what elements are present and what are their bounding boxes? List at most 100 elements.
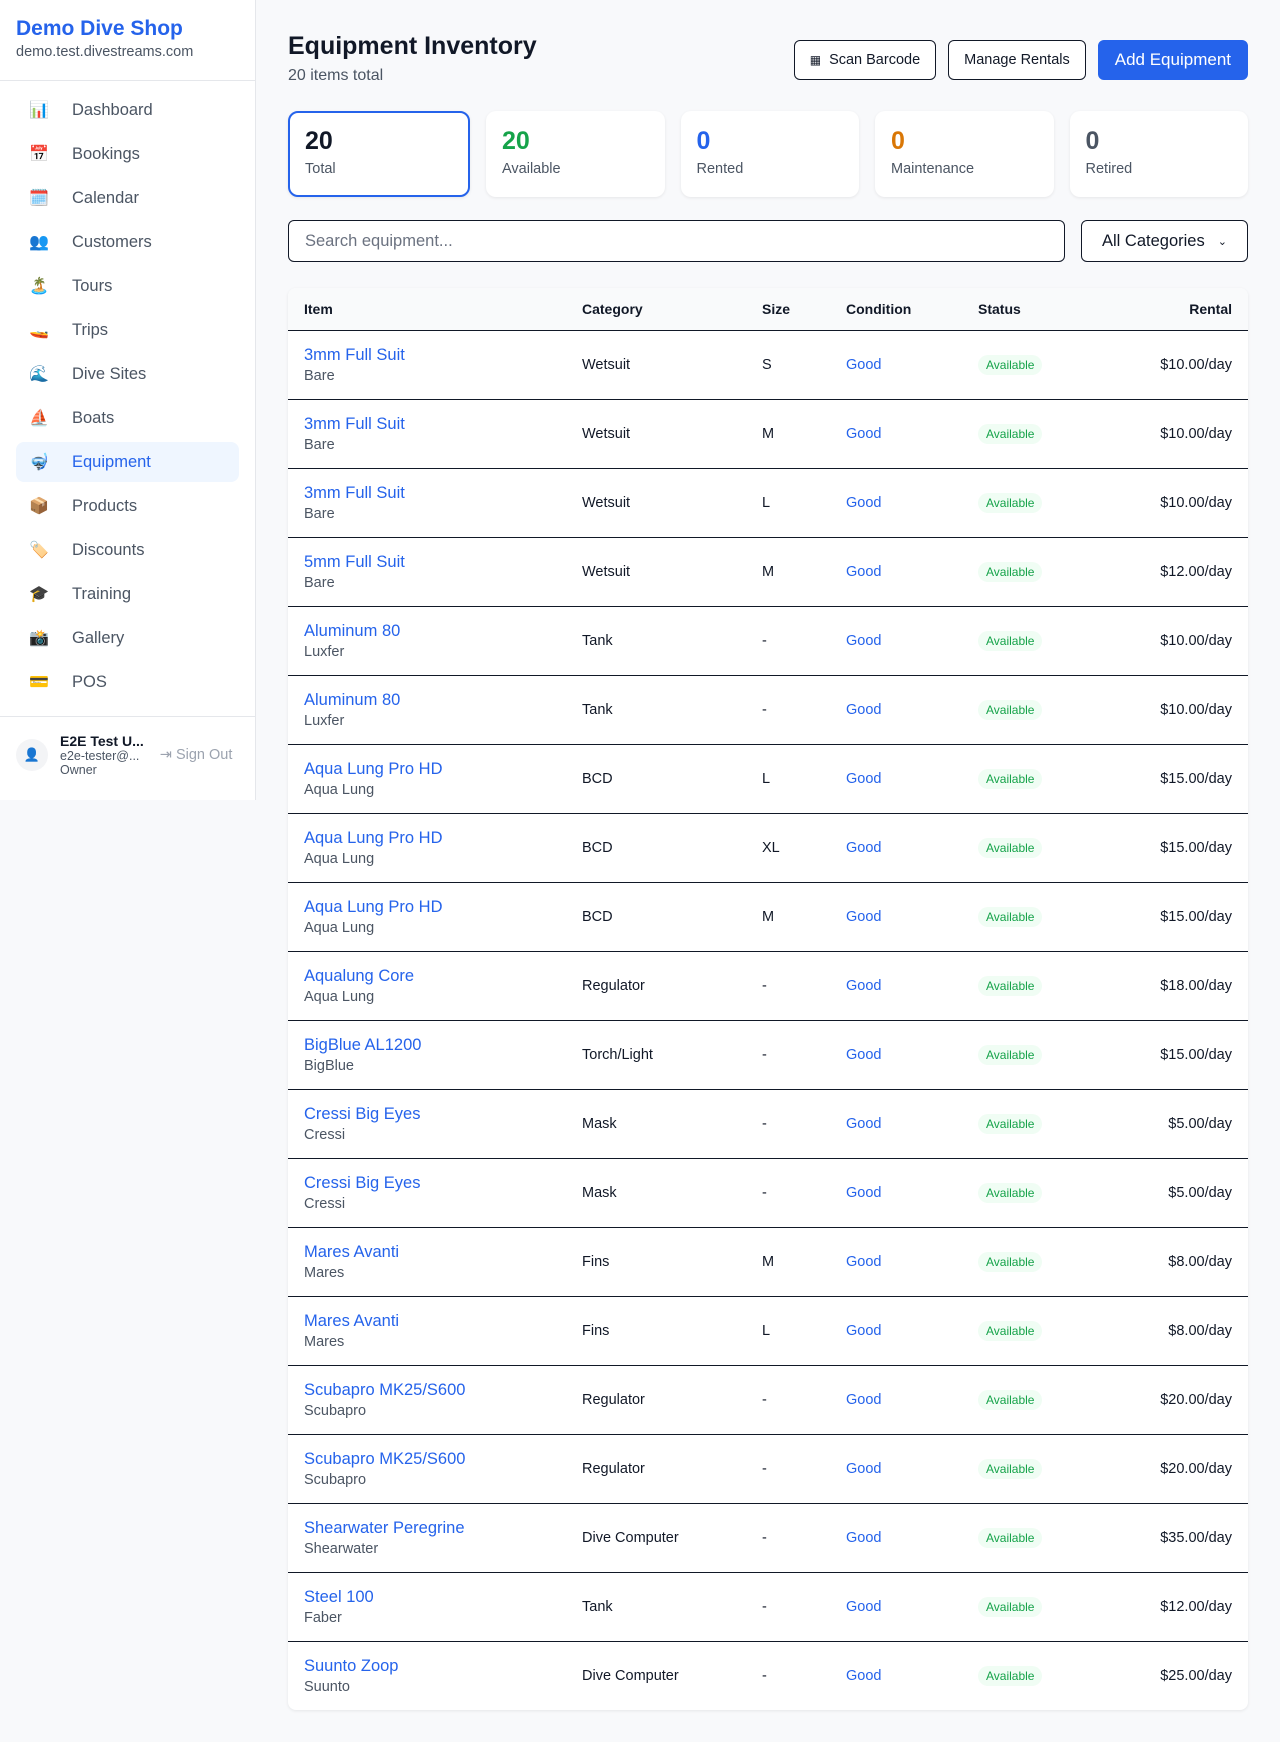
item-brand: Mares <box>304 1334 345 1350</box>
sidebar-item-boats[interactable]: ⛵ Boats <box>16 398 239 438</box>
status-badge: Available <box>978 1114 1043 1134</box>
item-condition: Good <box>846 495 882 511</box>
item-name-link[interactable]: Mares Avanti <box>304 1243 400 1261</box>
stat-label: Retired <box>1085 161 1133 177</box>
sidebar-item-tours[interactable]: 🏝️ Tours <box>16 266 239 306</box>
sidebar-item-label: Training <box>72 584 131 603</box>
stat-card-available[interactable]: 20 Available <box>486 111 665 197</box>
sidebar-item-pos[interactable]: 💳 POS <box>16 662 239 702</box>
stat-card-total[interactable]: 20 Total <box>288 111 470 197</box>
item-condition: Good <box>846 840 882 856</box>
sidebar-item-customers[interactable]: 👥 Customers <box>16 222 239 262</box>
table-row: Aluminum 80 Luxfer Tank - Good Available … <box>288 606 1248 675</box>
status-badge: Available <box>978 1528 1043 1548</box>
item-condition: Good <box>846 978 882 994</box>
item-category: Fins <box>582 1254 610 1270</box>
sidebar-item-label: Equipment <box>72 452 151 471</box>
item-name-link[interactable]: 3mm Full Suit <box>304 415 405 433</box>
status-badge: Available <box>978 838 1043 858</box>
item-name-link[interactable]: Mares Avanti <box>304 1312 400 1330</box>
item-size: L <box>762 495 771 511</box>
item-size: M <box>762 426 775 442</box>
item-category: Tank <box>582 1599 613 1615</box>
category-value: All Categories <box>1102 231 1205 250</box>
item-condition: Good <box>846 357 882 373</box>
item-condition: Good <box>846 771 882 787</box>
item-size: - <box>762 1185 767 1201</box>
shop-name[interactable]: Demo Dive Shop <box>16 17 183 40</box>
sidebar-item-discounts[interactable]: 🏷️ Discounts <box>16 530 239 570</box>
user-role: Owner <box>60 763 97 777</box>
item-name-link[interactable]: Aluminum 80 <box>304 622 401 640</box>
sidebar-nav: 📊 Dashboard 📅 Bookings 🗓️ Calendar 👥 Customers 🏝… <box>0 81 255 715</box>
item-name-link[interactable]: Shearwater Peregrine <box>304 1519 465 1537</box>
add-equipment-button[interactable]: Add Equipment <box>1097 40 1248 80</box>
header-category[interactable]: Category <box>582 301 643 317</box>
item-name-link[interactable]: 3mm Full Suit <box>304 346 405 364</box>
sidebar-item-label: Tours <box>72 276 113 295</box>
sidebar-item-calendar[interactable]: 🗓️ Calendar <box>16 178 239 218</box>
item-name-link[interactable]: Aqua Lung Pro HD <box>304 829 443 847</box>
item-brand: Scubapro <box>304 1472 367 1488</box>
item-name-link[interactable]: Aqualung Core <box>304 967 415 985</box>
item-rental-price: $10.00/day <box>1160 633 1232 649</box>
stat-label: Total <box>305 161 336 177</box>
header-condition[interactable]: Condition <box>846 301 912 317</box>
item-name-link[interactable]: Suunto Zoop <box>304 1657 399 1675</box>
scan-barcode-button[interactable]: ▦ Scan Barcode <box>793 40 937 80</box>
item-name-link[interactable]: Aqua Lung Pro HD <box>304 760 443 778</box>
item-name-link[interactable]: BigBlue AL1200 <box>304 1036 422 1054</box>
item-category: Wetsuit <box>582 357 631 373</box>
table-row: Scubapro MK25/S600 Scubapro Regulator - G… <box>288 1434 1248 1503</box>
item-brand: Cressi <box>304 1196 346 1212</box>
item-size: S <box>762 357 772 373</box>
sidebar-item-bookings[interactable]: 📅 Bookings <box>16 134 239 174</box>
sidebar-item-label: Trips <box>72 320 109 339</box>
item-name-link[interactable]: Aqua Lung Pro HD <box>304 898 443 916</box>
item-name-link[interactable]: Aluminum 80 <box>304 691 401 709</box>
item-name-link[interactable]: 3mm Full Suit <box>304 484 405 502</box>
item-size: - <box>762 633 767 649</box>
category-select[interactable]: All Categories ⌄ <box>1081 220 1248 262</box>
sidebar-item-dashboard[interactable]: 📊 Dashboard <box>16 90 239 130</box>
stat-card-rented[interactable]: 0 Rented <box>680 111 859 197</box>
item-condition: Good <box>846 702 882 718</box>
item-category: Regulator <box>582 1392 645 1408</box>
sidebar: Demo Dive Shop demo.test.divestreams.com… <box>0 0 256 800</box>
header-size[interactable]: Size <box>762 301 791 317</box>
item-name-link[interactable]: Scubapro MK25/S600 <box>304 1381 466 1399</box>
boats-icon: ⛵ <box>29 410 49 427</box>
stat-label: Available <box>502 161 561 177</box>
sidebar-item-dive-sites[interactable]: 🌊 Dive Sites <box>16 354 239 394</box>
trips-icon: 🚤 <box>29 322 49 339</box>
table-row: Shearwater Peregrine Shearwater Dive Comp… <box>288 1503 1248 1572</box>
item-brand: Aqua Lung <box>304 989 375 1005</box>
header-rental[interactable]: Rental <box>1189 301 1232 317</box>
item-name-link[interactable]: Cressi Big Eyes <box>304 1105 421 1123</box>
item-name-link[interactable]: Steel 100 <box>304 1588 374 1606</box>
manage-rentals-button[interactable]: Manage Rentals <box>948 40 1086 80</box>
stat-card-retired[interactable]: 0 Retired <box>1069 111 1248 197</box>
item-rental-price: $10.00/day <box>1160 495 1232 511</box>
stat-card-maintenance[interactable]: 0 Maintenance <box>875 111 1054 197</box>
sidebar-item-gallery[interactable]: 📸 Gallery <box>16 618 239 658</box>
table-row: Aqua Lung Pro HD Aqua Lung BCD M Good Ava… <box>288 882 1248 951</box>
sidebar-item-training[interactable]: 🎓 Training <box>16 574 239 614</box>
header-status[interactable]: Status <box>978 301 1021 317</box>
item-name-link[interactable]: 5mm Full Suit <box>304 553 405 571</box>
status-badge: Available <box>978 1183 1043 1203</box>
item-category: Regulator <box>582 978 645 994</box>
sidebar-item-products[interactable]: 📦 Products <box>16 486 239 526</box>
item-category: Torch/Light <box>582 1047 653 1063</box>
sign-out-button[interactable]: ⇥ Sign Out <box>160 747 233 763</box>
training-icon: 🎓 <box>29 586 49 603</box>
search-input[interactable] <box>288 220 1065 262</box>
item-condition: Good <box>846 1047 882 1063</box>
item-name-link[interactable]: Cressi Big Eyes <box>304 1174 421 1192</box>
item-brand: Luxfer <box>304 644 345 660</box>
header-item[interactable]: Item <box>304 301 333 317</box>
sidebar-item-equipment[interactable]: 🤿 Equipment <box>16 442 239 482</box>
sidebar-item-trips[interactable]: 🚤 Trips <box>16 310 239 350</box>
item-size: - <box>762 1047 767 1063</box>
item-name-link[interactable]: Scubapro MK25/S600 <box>304 1450 466 1468</box>
